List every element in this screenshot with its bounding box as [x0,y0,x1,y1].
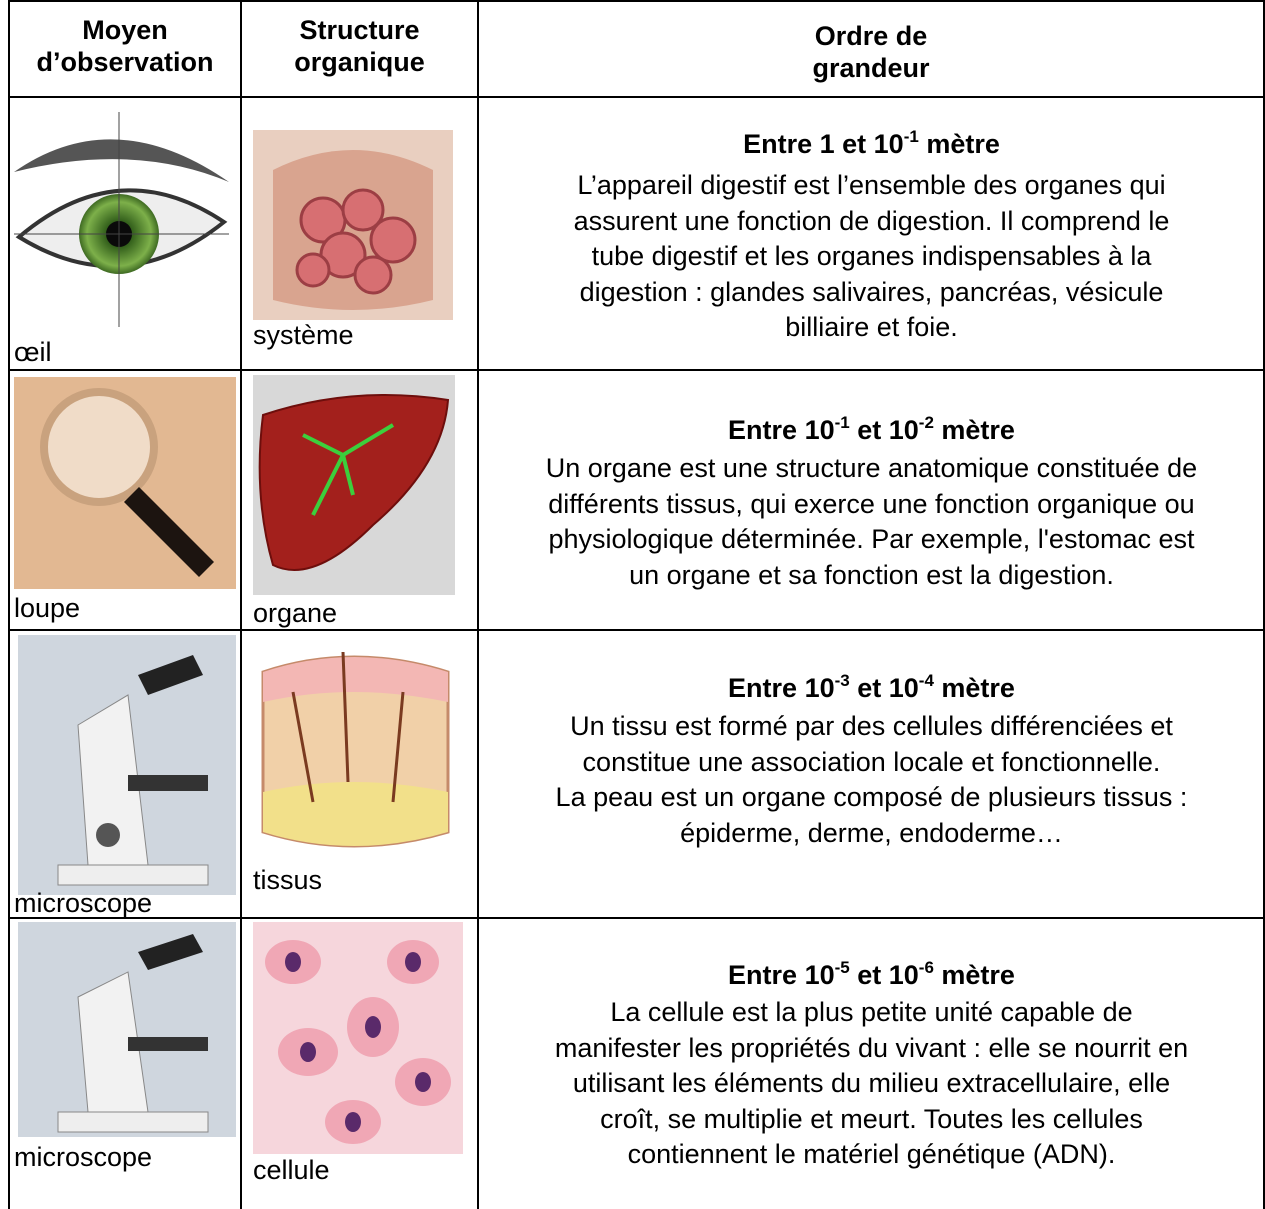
exponent: -4 [918,671,934,690]
structure-label: tissus [253,865,323,895]
border [1263,0,1265,1209]
description-line: Un organe est une structure anatomique c… [545,453,1198,483]
eye-image [14,112,229,327]
row-title: Entre 10-5 et 10-6 mètre [480,959,1263,991]
description-line: L’appareil digestif est l’ensemble des o… [577,170,1166,200]
instrument-label: microscope [14,1142,153,1172]
exponent: -3 [834,671,850,690]
cells-image [253,922,463,1154]
description-line: constitue une association locale et fonc… [582,746,1161,777]
title-part: Entre 10 [728,960,835,990]
microscope-image [18,922,236,1137]
structure-label: organe [253,598,338,628]
title-part: Entre 1 et 10 [743,129,904,159]
border [240,0,242,1209]
title-part: mètre [918,129,1000,159]
description-line: utilisant les éléments du milieu extrace… [572,1068,1171,1098]
structure-label: cellule [253,1155,330,1185]
description-line: La cellule est la plus petite unité capa… [610,997,1133,1027]
title-part: et 10 [849,960,919,990]
exponent: -1 [834,413,850,432]
description-line: différents tissus, qui exerce une foncti… [548,488,1195,519]
title-part: mètre [933,673,1015,703]
structure-label: système [253,320,354,350]
magnifier-image [14,377,236,589]
instrument-label: microscope [14,888,153,918]
microscope-image [18,635,236,895]
description-line: épiderme, derme, endoderme… [680,817,1063,848]
title-part: mètre [933,960,1015,990]
row-title: Entre 10-1 et 10-2 mètre [480,414,1263,446]
border [477,0,479,1209]
description-line: Un tissu est formé par des cellules diff… [570,711,1173,741]
description-line: La peau est un organe composé de plusieu… [555,782,1188,812]
title-part: et 10 [849,415,919,445]
description-line: manifester les propriétés du vivant : el… [554,1032,1189,1063]
header-cell: Moyen d’observation [36,15,214,77]
description-line: assurent une fonction de digestion. Il c… [573,205,1170,236]
description-line: tube digestif et les organes indispensab… [591,241,1152,271]
description-line: croît, se multiplie et meurt. Toutes les… [600,1103,1143,1134]
exponent: -1 [903,127,919,146]
row-title: Entre 1 et 10-1 mètre [480,128,1263,160]
border [8,96,1265,98]
description-line: digestion : glandes salivaires, pancréas… [579,276,1164,307]
title-part: Entre 10 [728,415,835,445]
liver-image [253,375,455,595]
title-part: et 10 [849,673,919,703]
exponent: -6 [918,958,934,977]
exponent: -2 [918,413,934,432]
instrument-label: œil [14,337,52,367]
description-line: un organe et sa fonction est la digestio… [629,559,1114,590]
digestive-image [253,130,453,320]
title-part: mètre [933,415,1015,445]
border [8,629,1265,631]
border [8,369,1265,371]
instrument-label: loupe [14,593,81,623]
header-cell: Structure organique [294,15,425,77]
border [8,917,1265,919]
description-line: contiennent le matériel génétique (ADN). [627,1139,1116,1169]
border [8,0,1265,2]
description-line: physiologique déterminée. Par exemple, l… [548,524,1195,554]
skin-image [253,632,458,860]
row-title: Entre 10-3 et 10-4 mètre [480,672,1263,704]
border [8,0,10,1209]
title-part: Entre 10 [728,673,835,703]
header-cell: Ordre de grandeur [812,21,930,83]
description-line: billiaire et foie. [785,312,958,342]
exponent: -5 [834,958,850,977]
